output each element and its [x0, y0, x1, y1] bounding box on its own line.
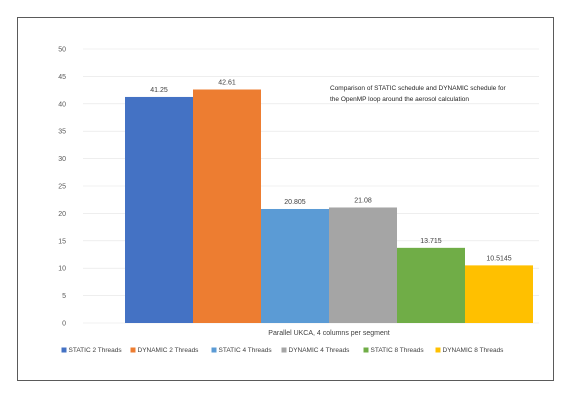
data-label: 21.08	[354, 197, 372, 204]
chart-annotation-line-2: the OpenMP loop around the aerosol calcu…	[330, 96, 469, 103]
legend-swatch	[130, 347, 136, 353]
chart-annotation-line-1: Comparison of STATIC schedule and DYNAMI…	[330, 85, 507, 92]
y-tick-label: 45	[58, 74, 66, 81]
legend-entry: STATIC 8 Threads	[371, 347, 425, 354]
y-tick-label: 50	[58, 47, 66, 54]
y-tick-label: 10	[58, 266, 66, 273]
legend-entry: STATIC 2 Threads	[69, 347, 123, 354]
legend-entry: DYNAMIC 8 Threads	[443, 347, 505, 354]
data-label: 20.805	[284, 199, 306, 206]
data-label: 42.61	[218, 79, 236, 86]
y-tick-label: 15	[58, 238, 66, 245]
data-label: 10.5145	[486, 255, 511, 262]
legend-entry: DYNAMIC 2 Threads	[138, 347, 200, 354]
legend-swatch	[363, 347, 369, 353]
x-axis-label: Parallel UKCA, 4 columns per segment	[268, 330, 389, 337]
bar-chart: 0 5 10 15 20 25 30 35 40 45 50 41.25 42.61 20.805 21.…	[58, 47, 539, 354]
legend-swatch	[211, 347, 217, 353]
legend: STATIC 2 Threads DYNAMIC 2 Threads STATIC …	[61, 347, 505, 354]
y-tick-label: 25	[58, 184, 66, 191]
bar-dynamic-4-threads	[329, 207, 397, 323]
bar-static-4-threads	[261, 208, 329, 323]
y-tick-label: 35	[58, 129, 66, 136]
y-tick-label: 30	[58, 156, 66, 163]
data-label: 13.715	[420, 238, 442, 245]
legend-entry: STATIC 4 Threads	[219, 347, 273, 354]
legend-swatch	[281, 347, 287, 353]
bar-static-8-threads	[397, 247, 465, 323]
chart-frame: 0 5 10 15 20 25 30 35 40 45 50 41.25 42.61 20.805 21.…	[17, 17, 554, 381]
legend-swatch	[61, 347, 67, 353]
data-labels: 41.25 42.61 20.805 21.08 13.715 10.5145	[150, 79, 512, 262]
y-tick-label: 5	[62, 293, 66, 300]
bars	[125, 89, 533, 324]
y-tick-label: 0	[62, 321, 66, 328]
legend-swatch	[435, 347, 441, 353]
data-label: 41.25	[150, 87, 168, 94]
bar-dynamic-8-threads	[465, 265, 533, 323]
y-tick-label: 20	[58, 211, 66, 218]
y-tick-label: 40	[58, 101, 66, 108]
bar-dynamic-2-threads	[193, 89, 261, 324]
bar-static-2-threads	[125, 96, 193, 323]
legend-entry: DYNAMIC 4 Threads	[289, 347, 351, 354]
y-axis-ticks: 0 5 10 15 20 25 30 35 40 45 50	[58, 47, 66, 328]
